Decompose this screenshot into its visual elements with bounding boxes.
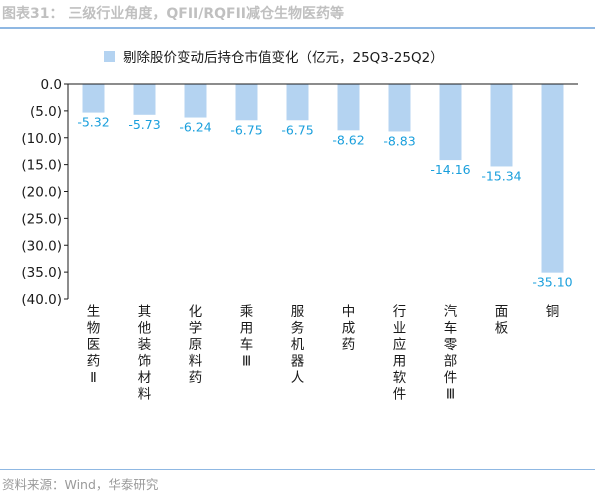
value-label: -8.62 xyxy=(332,132,364,147)
y-tick-label: (10.0) xyxy=(21,131,62,147)
bar xyxy=(235,84,258,121)
category-label: 服务机器人 xyxy=(291,304,305,386)
bar xyxy=(286,84,309,121)
value-label: -6.75 xyxy=(230,122,262,137)
footer-divider xyxy=(0,469,595,470)
category-label: 面板 xyxy=(495,304,509,337)
bar xyxy=(541,84,564,273)
y-tick-label: (35.0) xyxy=(21,265,62,281)
category-label: 行业应用软件 xyxy=(393,304,407,403)
y-tick-label: (15.0) xyxy=(21,158,62,174)
value-label: -14.16 xyxy=(430,162,470,177)
figure-header: 图表31： 三级行业角度，QFII/RQFII减仓生物医药等 xyxy=(0,0,595,28)
category-label: 其他装饰材料 xyxy=(138,304,152,403)
value-label: -5.73 xyxy=(128,117,160,132)
source-note: 资料来源：Wind，华泰研究 xyxy=(2,477,159,492)
bar xyxy=(337,84,360,131)
y-tick-label: (30.0) xyxy=(21,238,62,254)
bar xyxy=(184,84,207,118)
y-tick-label: (25.0) xyxy=(21,211,62,227)
bar xyxy=(388,84,411,132)
bar-chart: 0.0 (5.0) (10.0) (15.0) (20.0) (25.0) (30.0) (3… xyxy=(21,77,578,403)
bar xyxy=(439,84,462,161)
title-divider xyxy=(0,27,595,29)
category-label: 生物医药 Ⅱ xyxy=(87,304,101,386)
value-label: -6.75 xyxy=(281,122,313,137)
bar xyxy=(133,84,156,115)
value-label: -8.83 xyxy=(383,133,415,148)
category-label: 中成药 xyxy=(342,304,356,353)
y-tick-label: (5.0) xyxy=(30,104,62,120)
category-label: 化学原料药 xyxy=(189,304,203,386)
value-label: -15.34 xyxy=(481,168,521,183)
bar xyxy=(490,84,513,167)
category-label: 铜 xyxy=(546,304,560,320)
category-label: 汽车零部件 Ⅲ xyxy=(444,304,458,403)
legend-swatch xyxy=(104,50,115,62)
value-label: -5.32 xyxy=(77,115,109,130)
value-label: -35.10 xyxy=(532,275,572,290)
bar xyxy=(82,84,105,113)
y-tick-label: (40.0) xyxy=(21,292,62,308)
category-label: 乘用车 Ⅲ xyxy=(240,304,254,370)
y-tick-label: (20.0) xyxy=(21,185,62,201)
figure-title: 图表31： 三级行业角度，QFII/RQFII减仓生物医药等 xyxy=(2,6,345,22)
value-label: -6.24 xyxy=(179,120,211,135)
legend-label: 剔除股价变动后持仓市值变化（亿元，25Q3-25Q2） xyxy=(123,50,444,66)
chart-legend: 剔除股价变动后持仓市值变化（亿元，25Q3-25Q2） xyxy=(104,47,444,66)
y-tick-label: 0.0 xyxy=(41,77,62,93)
